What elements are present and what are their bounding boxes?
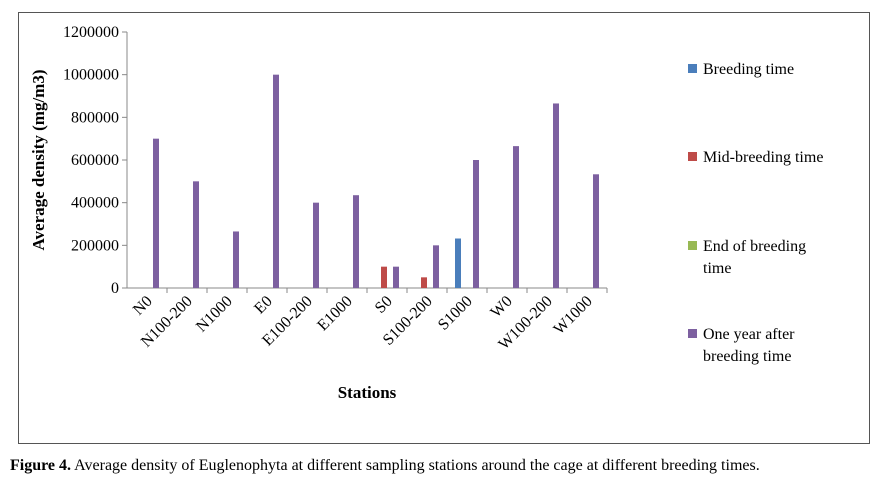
legend-label: End of breeding (703, 238, 807, 255)
legend-item-mid-breeding: Mid-breeding time (688, 147, 823, 169)
legend-label: One year after (703, 326, 795, 343)
x-tick-label: E1000 (314, 293, 356, 335)
bar (273, 74, 279, 289)
bar (421, 277, 427, 288)
y-tick-label: 0 (111, 280, 119, 297)
legend-swatch (688, 151, 697, 161)
bar (553, 103, 559, 288)
y-tick-label: 600000 (71, 152, 119, 169)
bar (393, 266, 399, 288)
bar (381, 266, 387, 288)
bar (433, 245, 439, 288)
legend-item-end-breeding: End of breeding time (688, 236, 806, 280)
legend-label: Breeding time (703, 61, 795, 78)
caption-label: Figure 4. (10, 457, 72, 474)
y-tick-label: 200000 (71, 237, 119, 254)
bar (193, 181, 199, 288)
chart-frame (18, 12, 870, 444)
x-tick-label: S1000 (435, 293, 476, 334)
y-tick-label: 400000 (71, 195, 119, 212)
bar (455, 238, 461, 288)
bar (473, 160, 479, 288)
x-tick-label: E0 (251, 293, 276, 318)
legend-label: time (703, 260, 732, 277)
x-tick-label: N0 (130, 293, 156, 319)
x-axis-title: Stations (338, 383, 397, 402)
bar (593, 174, 599, 288)
legend-label: breeding time (703, 348, 792, 365)
y-tick-label: 1200000 (63, 24, 119, 41)
figure-caption: Figure 4. Average density of Euglenophyt… (10, 457, 760, 475)
legend-swatch (688, 328, 697, 338)
y-tick-label: 800000 (71, 109, 119, 126)
y-axis-title: Average density (mg/m3) (29, 70, 48, 251)
x-tick-label: W0 (487, 293, 515, 321)
caption-text: Average density of Euglenophyta at diffe… (71, 457, 760, 474)
x-tick-label: S0 (372, 293, 396, 317)
bar (313, 202, 319, 288)
bar (353, 195, 359, 288)
x-tick-label: N1000 (193, 293, 236, 336)
legend-item-one-year-after: One year after breeding time (688, 324, 795, 368)
legend-swatch (688, 240, 697, 250)
bar (513, 146, 519, 288)
legend-swatch (688, 63, 697, 73)
bar (233, 231, 239, 288)
bar (153, 138, 159, 288)
y-tick-label: 1000000 (63, 67, 119, 84)
legend-item-breeding: Breeding time (688, 59, 794, 81)
legend-label: Mid-breeding time (703, 149, 824, 166)
x-tick-label: W1000 (550, 293, 595, 338)
